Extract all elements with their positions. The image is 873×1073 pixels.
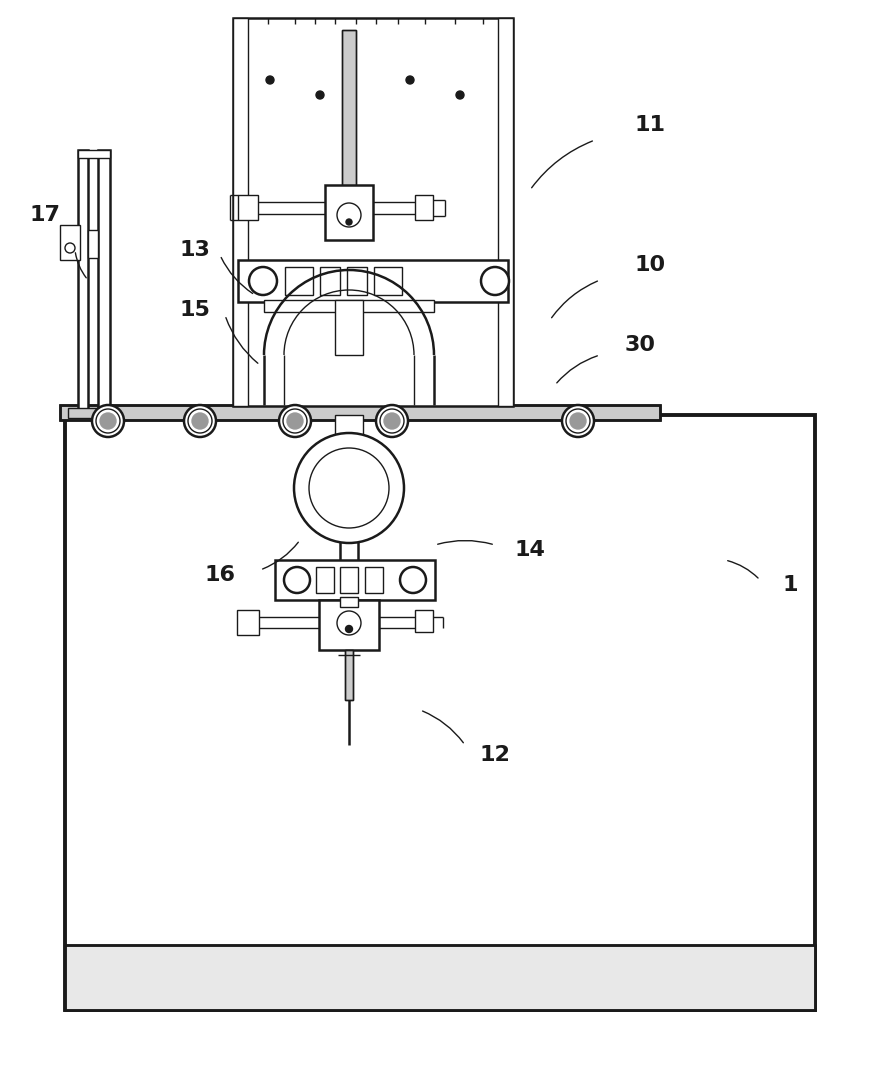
Text: 11: 11 xyxy=(635,115,665,135)
Text: 13: 13 xyxy=(180,240,210,260)
Bar xyxy=(340,567,358,593)
Bar xyxy=(345,650,353,700)
Circle shape xyxy=(279,405,311,437)
Bar xyxy=(335,300,363,355)
Circle shape xyxy=(456,91,464,99)
Bar xyxy=(98,150,110,420)
Circle shape xyxy=(346,626,353,632)
Bar xyxy=(498,18,513,406)
Circle shape xyxy=(287,413,303,429)
Circle shape xyxy=(481,267,509,295)
Circle shape xyxy=(192,413,208,429)
Bar xyxy=(65,945,815,1010)
Text: 1: 1 xyxy=(782,575,798,596)
Circle shape xyxy=(400,567,426,593)
Bar xyxy=(316,567,334,593)
Circle shape xyxy=(562,405,594,437)
Circle shape xyxy=(406,76,414,84)
Bar xyxy=(415,195,433,220)
Bar xyxy=(415,609,433,632)
Text: 10: 10 xyxy=(635,255,665,275)
Text: 14: 14 xyxy=(514,540,546,560)
Bar xyxy=(342,30,356,190)
Bar xyxy=(78,150,88,410)
Circle shape xyxy=(337,203,361,227)
Bar xyxy=(65,945,815,1010)
Circle shape xyxy=(376,405,408,437)
Bar xyxy=(319,600,379,650)
Bar xyxy=(345,650,353,700)
Bar xyxy=(237,609,259,635)
Bar xyxy=(275,560,435,600)
Bar xyxy=(285,267,313,295)
Bar xyxy=(60,405,660,420)
Text: 17: 17 xyxy=(30,205,60,225)
Bar xyxy=(68,408,110,418)
Bar xyxy=(78,150,110,158)
Bar xyxy=(340,525,358,565)
Bar xyxy=(233,18,248,406)
Circle shape xyxy=(316,91,324,99)
Bar xyxy=(320,267,340,295)
Text: 16: 16 xyxy=(204,565,236,585)
Circle shape xyxy=(294,433,404,543)
Text: 30: 30 xyxy=(624,335,656,355)
Text: 15: 15 xyxy=(180,300,210,320)
Circle shape xyxy=(65,242,75,253)
Bar xyxy=(233,18,513,406)
Circle shape xyxy=(184,405,216,437)
Circle shape xyxy=(346,219,352,225)
Circle shape xyxy=(570,413,586,429)
Bar xyxy=(340,597,358,607)
Bar xyxy=(347,267,367,295)
Bar xyxy=(374,267,402,295)
Circle shape xyxy=(284,567,310,593)
Circle shape xyxy=(384,413,400,429)
Bar xyxy=(65,415,815,1010)
Text: 12: 12 xyxy=(479,745,511,765)
Circle shape xyxy=(92,405,124,437)
Bar xyxy=(365,567,383,593)
Circle shape xyxy=(100,413,116,429)
Bar xyxy=(342,30,356,190)
Bar xyxy=(325,185,373,240)
Circle shape xyxy=(266,76,274,84)
Bar xyxy=(238,260,508,302)
Bar xyxy=(60,225,80,260)
Circle shape xyxy=(337,611,361,635)
Bar xyxy=(238,195,258,220)
Circle shape xyxy=(249,267,277,295)
Bar xyxy=(88,230,98,258)
Bar xyxy=(335,415,363,445)
Circle shape xyxy=(309,449,389,528)
Bar xyxy=(60,405,660,420)
Bar xyxy=(264,300,434,312)
